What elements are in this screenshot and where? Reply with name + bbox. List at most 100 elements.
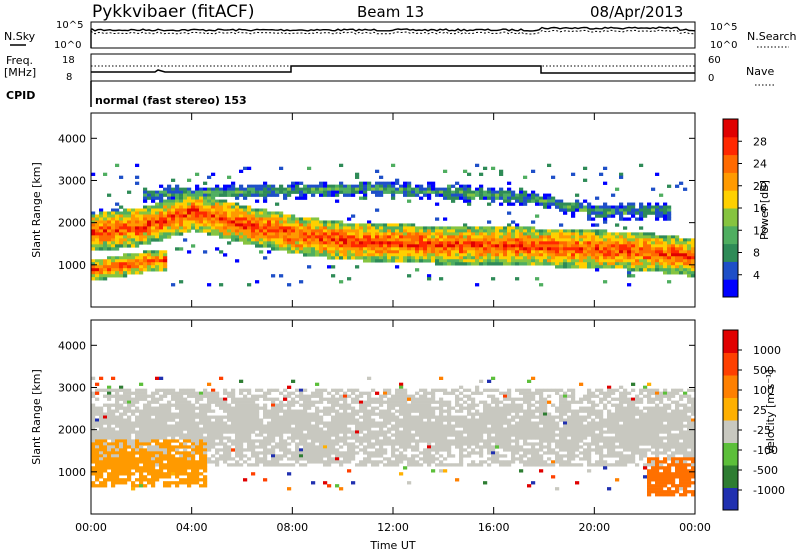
heatmap-cell	[359, 394, 364, 398]
heatmap-cell	[299, 250, 304, 254]
heatmap-cell	[207, 196, 212, 200]
heatmap-cell	[271, 211, 276, 215]
heatmap-cell	[195, 463, 200, 467]
heatmap-cell	[195, 460, 200, 464]
heatmap-cell	[207, 460, 212, 464]
heatmap-cell	[147, 409, 152, 413]
heatmap-cell	[435, 433, 440, 437]
heatmap-cell	[99, 436, 104, 440]
heatmap-cell	[359, 406, 364, 410]
heatmap-cell	[131, 487, 136, 491]
heatmap-cell	[431, 388, 436, 392]
heatmap-cell	[403, 466, 408, 470]
heatmap-cell	[135, 229, 140, 233]
heatmap-cell	[359, 403, 364, 407]
heatmap-cell	[151, 250, 156, 254]
heatmap-cell	[151, 460, 156, 464]
heatmap-cell	[379, 430, 384, 434]
heatmap-cell	[467, 259, 472, 263]
heatmap-cell	[219, 421, 224, 425]
heatmap-cell	[199, 427, 204, 431]
heatmap-cell	[639, 238, 644, 242]
heatmap-cell	[139, 232, 144, 236]
heatmap-cell	[383, 394, 388, 398]
heatmap-cell	[255, 415, 260, 419]
heatmap-cell	[295, 196, 300, 200]
heatmap-cell	[415, 433, 420, 437]
heatmap-cell	[335, 220, 340, 224]
heatmap-cell	[271, 232, 276, 236]
heatmap-cell	[635, 247, 640, 251]
heatmap-cell	[155, 250, 160, 254]
heatmap-cell	[343, 253, 348, 257]
heatmap-cell	[355, 409, 360, 413]
heatmap-cell	[279, 235, 284, 239]
heatmap-cell	[135, 439, 140, 443]
heatmap-cell	[359, 226, 364, 230]
heatmap-cell	[459, 256, 464, 260]
heatmap-cell	[515, 250, 520, 254]
heatmap-cell	[603, 250, 608, 254]
heatmap-cell	[151, 220, 156, 224]
heatmap-cell	[111, 460, 116, 464]
heatmap-cell	[571, 205, 576, 209]
heatmap-cell	[607, 214, 612, 218]
heatmap-cell	[99, 244, 104, 248]
heatmap-cell	[631, 259, 636, 263]
heatmap-cell	[395, 244, 400, 248]
heatmap-cell	[259, 244, 264, 248]
heatmap-cell	[359, 391, 364, 395]
heatmap-cell	[223, 445, 228, 449]
heatmap-cell	[127, 208, 132, 212]
heatmap-cell	[275, 454, 280, 458]
heatmap-cell	[411, 241, 416, 245]
heatmap-cell	[255, 397, 260, 401]
heatmap-cell	[215, 397, 220, 401]
heatmap-cell	[603, 205, 608, 209]
heatmap-cell	[459, 457, 464, 461]
heatmap-cell	[423, 409, 428, 413]
heatmap-cell	[175, 229, 180, 233]
heatmap-cell	[399, 229, 404, 233]
colorbar-swatch	[723, 279, 738, 298]
heatmap-cell	[91, 172, 96, 176]
heatmap-cell	[227, 235, 232, 239]
heatmap-cell	[227, 205, 232, 209]
heatmap-cell	[223, 388, 228, 392]
heatmap-cell	[247, 463, 252, 467]
heatmap-cell	[339, 445, 344, 449]
heatmap-cell	[523, 238, 528, 242]
heatmap-cell	[159, 475, 164, 479]
heatmap-cell	[111, 376, 116, 380]
heatmap-cell	[275, 430, 280, 434]
heatmap-cell	[135, 238, 140, 242]
heatmap-cell	[451, 439, 456, 443]
heatmap-cell	[323, 193, 328, 197]
heatmap-cell	[311, 187, 316, 191]
heatmap-cell	[571, 247, 576, 251]
heatmap-cell	[143, 241, 148, 245]
heatmap-cell	[191, 457, 196, 461]
heatmap-cell	[331, 442, 336, 446]
heatmap-cell	[579, 244, 584, 248]
heatmap-cell	[239, 238, 244, 242]
heatmap-cell	[351, 412, 356, 416]
heatmap-cell	[323, 421, 328, 425]
heatmap-cell	[103, 271, 108, 275]
heatmap-cell	[107, 265, 112, 269]
heatmap-cell	[323, 247, 328, 251]
heatmap-cell	[147, 262, 152, 266]
heatmap-cell	[499, 235, 504, 239]
heatmap-cell	[147, 436, 152, 440]
heatmap-cell	[155, 214, 160, 218]
heatmap-cell	[139, 397, 144, 401]
heatmap-cell	[99, 271, 104, 275]
heatmap-cell	[251, 193, 256, 197]
heatmap-cell	[119, 385, 124, 389]
heatmap-cell	[295, 433, 300, 437]
heatmap-cell	[207, 394, 212, 398]
heatmap-cell	[383, 223, 388, 227]
heatmap-cell	[95, 430, 100, 434]
heatmap-cell	[203, 388, 208, 392]
heatmap-cell	[615, 256, 620, 260]
